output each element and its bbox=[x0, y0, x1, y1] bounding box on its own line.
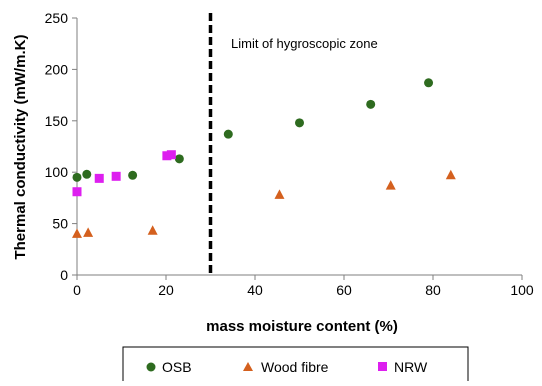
data-points bbox=[72, 78, 456, 238]
nrw-point bbox=[94, 173, 104, 183]
wood-fibre-point bbox=[72, 228, 82, 238]
legend-box bbox=[122, 346, 469, 386]
x-tick-label: 40 bbox=[247, 282, 263, 298]
y-tick-label: 250 bbox=[45, 10, 69, 26]
legend-nrw-marker bbox=[378, 362, 387, 371]
legend-osb-marker bbox=[146, 362, 156, 372]
x-tick-label: 60 bbox=[336, 282, 352, 298]
osb-point bbox=[128, 170, 138, 180]
x-tick-label: 80 bbox=[425, 282, 441, 298]
wood-fibre-point bbox=[385, 180, 396, 190]
osb-point bbox=[366, 99, 376, 109]
y-tick-label: 200 bbox=[45, 61, 69, 77]
x-tick-label: 100 bbox=[510, 282, 534, 298]
wood-fibre-point bbox=[147, 225, 158, 235]
y-axis-title: Thermal conductivity (mW/m.K) bbox=[12, 34, 29, 259]
legend-wood-fibre-label: Wood fibre bbox=[261, 359, 329, 375]
osb-point bbox=[223, 129, 233, 139]
wood-fibre-point bbox=[274, 189, 285, 199]
x-axis-title: mass moisture content (%) bbox=[206, 318, 398, 335]
y-tick-label: 100 bbox=[45, 164, 69, 180]
osb-point bbox=[295, 118, 304, 128]
osb-point bbox=[72, 172, 82, 182]
annotation-label: Limit of hygroscopic zone bbox=[231, 36, 378, 51]
legend-nrw-label: NRW bbox=[394, 359, 428, 375]
legend-osb-label: OSB bbox=[162, 359, 192, 375]
y-tick-label: 150 bbox=[45, 113, 69, 129]
x-tick-label: 0 bbox=[73, 282, 81, 298]
osb-point bbox=[82, 169, 92, 179]
y-tick-label: 50 bbox=[52, 216, 68, 232]
nrw-point bbox=[111, 171, 121, 181]
legend-wood-fibre-marker bbox=[243, 362, 253, 371]
nrw-point bbox=[72, 187, 82, 197]
x-tick-label: 20 bbox=[158, 282, 174, 298]
osb-point bbox=[424, 78, 434, 88]
nrw-point bbox=[166, 150, 176, 160]
osb-point bbox=[174, 154, 184, 164]
wood-fibre-point bbox=[83, 227, 94, 237]
wood-fibre-point bbox=[445, 169, 456, 180]
legend: OSB Wood fibre NRW bbox=[122, 346, 469, 386]
plot-area: 0 50 100 150 200 250 0 20 40 60 80 100 bbox=[45, 10, 534, 298]
y-tick-label: 0 bbox=[60, 267, 68, 283]
